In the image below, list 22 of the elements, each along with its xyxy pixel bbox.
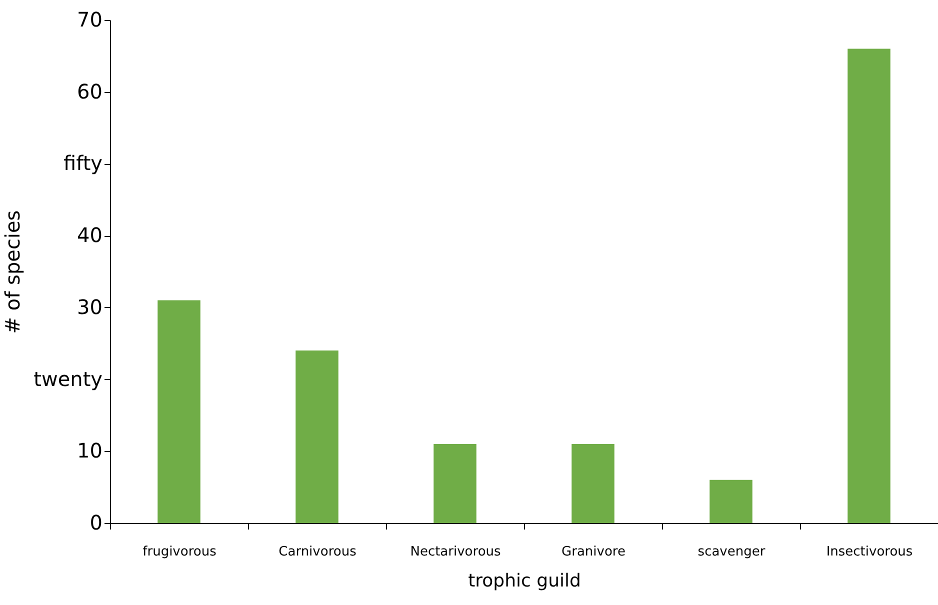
x-tick-label: Nectarivorous — [410, 544, 502, 560]
x-tick-label: Carnivorous — [278, 544, 357, 560]
y-tick-label: 40 — [77, 223, 102, 248]
x-tick-label: frugivorous — [142, 544, 217, 560]
y-tick-label: twenty — [34, 366, 103, 391]
bar — [848, 48, 890, 523]
y-tick-label: 0 — [90, 510, 102, 534]
y-tick-label: 30 — [77, 294, 102, 319]
bar — [296, 350, 338, 523]
y-tick-label: 60 — [77, 79, 102, 104]
bar — [710, 480, 752, 523]
y-axis-title: # of species — [0, 210, 25, 334]
x-tick-label: Granivore — [562, 544, 626, 560]
bar — [572, 444, 614, 523]
y-tick-label: fifty — [64, 151, 103, 176]
bar — [434, 444, 476, 523]
x-axis-title: trophic guild — [468, 570, 581, 592]
y-tick-label: 70 — [77, 8, 102, 32]
x-tick-label: scavenger — [698, 544, 766, 560]
x-tick-label: Insectivorous — [826, 544, 913, 560]
bar — [158, 300, 200, 523]
y-tick-label: 10 — [77, 438, 102, 463]
